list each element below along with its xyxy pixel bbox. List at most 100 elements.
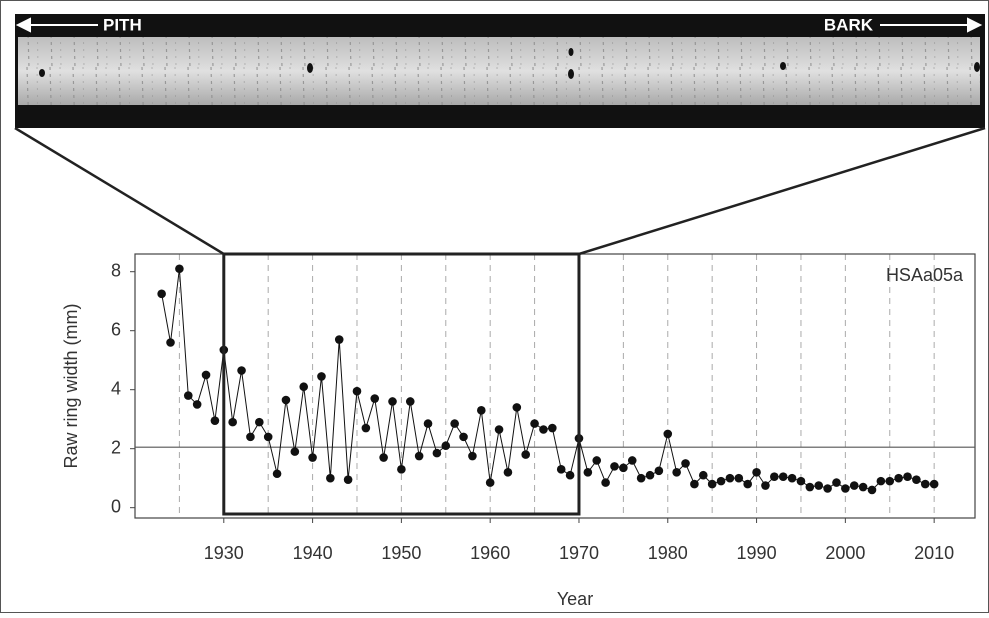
- data-point: [299, 382, 309, 392]
- series-label: HSAa05a: [886, 265, 964, 285]
- x-tick-label: 1990: [737, 543, 777, 563]
- data-point: [548, 423, 557, 433]
- core-marks: [39, 48, 980, 79]
- data-point: [477, 406, 486, 415]
- x-tick-label: 1970: [559, 543, 599, 563]
- data-point: [654, 466, 664, 476]
- data-point: [166, 338, 175, 347]
- data-point: [263, 432, 273, 442]
- data-point: [432, 448, 442, 458]
- data-point: [707, 479, 717, 489]
- data-point: [459, 432, 468, 442]
- y-tick-label: 4: [111, 378, 121, 398]
- data-point: [929, 479, 939, 489]
- data-point: [343, 475, 353, 484]
- data-point: [770, 472, 779, 482]
- data-point: [281, 395, 291, 405]
- core-arrows: [15, 17, 983, 33]
- x-tick-label: 1930: [204, 543, 244, 563]
- data-point: [627, 456, 637, 465]
- data-point: [849, 481, 859, 490]
- data-point: [672, 467, 681, 477]
- data-point: [326, 473, 335, 483]
- data-point: [903, 472, 912, 482]
- data-point: [228, 417, 237, 427]
- data-point: [734, 473, 744, 483]
- y-tick-label: 8: [111, 260, 121, 280]
- zoom-line: [14, 126, 225, 256]
- bark-label: BARK: [824, 15, 874, 34]
- data-point: [450, 419, 459, 428]
- x-tick-label: 1980: [648, 543, 688, 563]
- data-point: [858, 482, 868, 492]
- data-point: [725, 473, 735, 483]
- x-tick-label: 1960: [470, 543, 510, 563]
- data-point: [539, 425, 548, 434]
- data-point: [530, 419, 539, 428]
- plot: 1930 1940 1950 1960 1970 1980 1990 2000 2010 0 2 4 6…: [14, 126, 986, 609]
- data-point: [237, 366, 246, 375]
- x-axis-label: Year: [557, 589, 593, 609]
- data-point: [583, 467, 593, 477]
- data-point: [201, 370, 211, 380]
- data-point: [405, 397, 415, 406]
- data-point: [175, 264, 184, 274]
- data-point: [397, 465, 406, 474]
- data-point: [876, 476, 886, 486]
- x-tick-label: 2000: [825, 543, 865, 563]
- data-point: [636, 473, 646, 483]
- core-rings: [18, 37, 980, 105]
- data-point: [157, 289, 166, 299]
- data-point: [698, 470, 708, 480]
- pith-label: PITH: [103, 15, 142, 34]
- data-point: [601, 478, 610, 487]
- data-point: [556, 465, 566, 474]
- series-line: [161, 268, 935, 491]
- data-point: [805, 482, 815, 492]
- data-point: [414, 451, 424, 461]
- data-point: [352, 386, 362, 396]
- data-point: [681, 459, 690, 468]
- data-point: [716, 476, 726, 486]
- data-point: [210, 416, 220, 425]
- y-tick-label: 0: [111, 496, 121, 516]
- data-point: [690, 479, 699, 489]
- x-tick-label: 2010: [914, 543, 954, 563]
- data-point: [619, 463, 628, 473]
- data-point: [592, 456, 602, 465]
- data-point: [361, 423, 371, 433]
- data-point: [192, 400, 202, 409]
- zoom-line: [578, 126, 986, 256]
- data-point: [814, 481, 824, 490]
- x-tick-label: 1940: [293, 543, 333, 563]
- data-point: [912, 475, 921, 484]
- data-point: [503, 467, 513, 477]
- data-point: [645, 470, 655, 480]
- data-point: [787, 473, 797, 483]
- data-point: [379, 453, 388, 462]
- data-point: [778, 472, 788, 482]
- data-point: [485, 478, 495, 487]
- y-axis-label: Raw ring width (mm): [61, 303, 81, 468]
- data-point: [565, 470, 575, 480]
- data-point: [920, 479, 930, 489]
- data-point: [761, 481, 770, 490]
- data-point: [610, 462, 619, 471]
- data-point: [521, 450, 530, 459]
- data-point: [663, 429, 673, 439]
- data-point: [317, 372, 326, 381]
- data-point: [246, 432, 255, 442]
- y-tick-label: 2: [111, 437, 121, 457]
- data-point: [388, 397, 397, 406]
- x-tick-label: 1950: [381, 543, 421, 563]
- data-point: [272, 469, 282, 479]
- data-point: [894, 473, 903, 483]
- data-point: [255, 417, 264, 427]
- data-point: [494, 425, 504, 434]
- data-point: [752, 467, 761, 477]
- data-point: [823, 484, 832, 493]
- data-point: [867, 485, 877, 495]
- data-point: [308, 453, 317, 462]
- data-point: [290, 447, 300, 456]
